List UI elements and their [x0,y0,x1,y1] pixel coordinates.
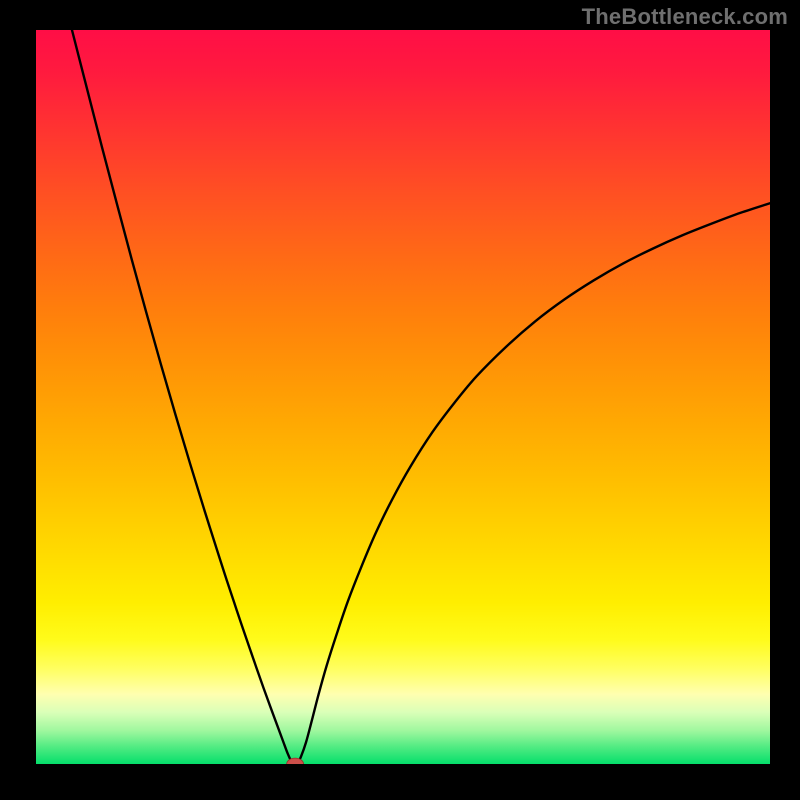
watermark-text: TheBottleneck.com [582,4,788,30]
bottleneck-chart [0,0,800,800]
chart-gradient-background [36,30,770,764]
